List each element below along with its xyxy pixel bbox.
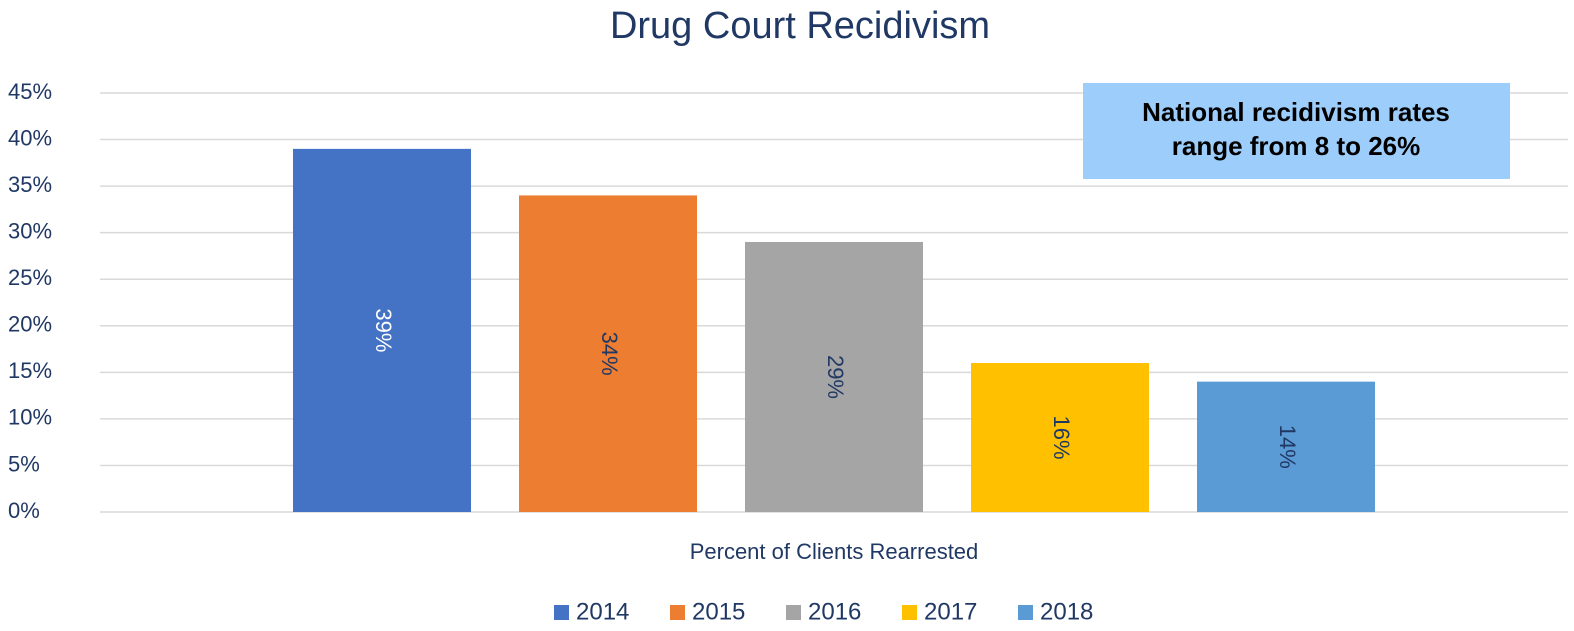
annotation-text: National recidivism rates bbox=[1142, 97, 1450, 127]
legend-swatch bbox=[1018, 605, 1033, 620]
legend-label: 2016 bbox=[808, 598, 861, 625]
y-tick-label: 20% bbox=[8, 312, 52, 337]
y-tick-label: 15% bbox=[8, 358, 52, 383]
annotation-box bbox=[1083, 83, 1510, 179]
legend-swatch bbox=[902, 605, 917, 620]
data-label: 39% bbox=[371, 308, 396, 352]
chart-title: Drug Court Recidivism bbox=[610, 5, 990, 47]
y-tick-label: 25% bbox=[8, 265, 52, 290]
legend-label: 2014 bbox=[576, 598, 629, 625]
legend-label: 2015 bbox=[692, 598, 745, 625]
y-tick-label: 0% bbox=[8, 498, 40, 523]
legend-swatch bbox=[554, 605, 569, 620]
legend-label: 2018 bbox=[1040, 598, 1093, 625]
legend-label: 2017 bbox=[924, 598, 977, 625]
y-tick-label: 45% bbox=[8, 79, 52, 104]
y-tick-label: 40% bbox=[8, 125, 52, 150]
y-tick-label: 5% bbox=[8, 451, 40, 476]
bar bbox=[293, 148, 471, 512]
annotation-text: range from 8 to 26% bbox=[1172, 131, 1421, 161]
data-label: 14% bbox=[1275, 425, 1300, 469]
data-label: 16% bbox=[1049, 415, 1074, 459]
legend-swatch bbox=[786, 605, 801, 620]
data-label: 29% bbox=[823, 355, 848, 399]
y-tick-label: 10% bbox=[8, 405, 52, 430]
data-label: 34% bbox=[597, 332, 622, 376]
bar bbox=[971, 363, 1149, 512]
x-axis-label: Percent of Clients Rearrested bbox=[690, 539, 979, 564]
y-tick-label: 30% bbox=[8, 218, 52, 243]
bar bbox=[1197, 381, 1375, 512]
bar bbox=[745, 241, 923, 512]
bar bbox=[519, 195, 697, 512]
y-tick-label: 35% bbox=[8, 172, 52, 197]
legend-swatch bbox=[670, 605, 685, 620]
